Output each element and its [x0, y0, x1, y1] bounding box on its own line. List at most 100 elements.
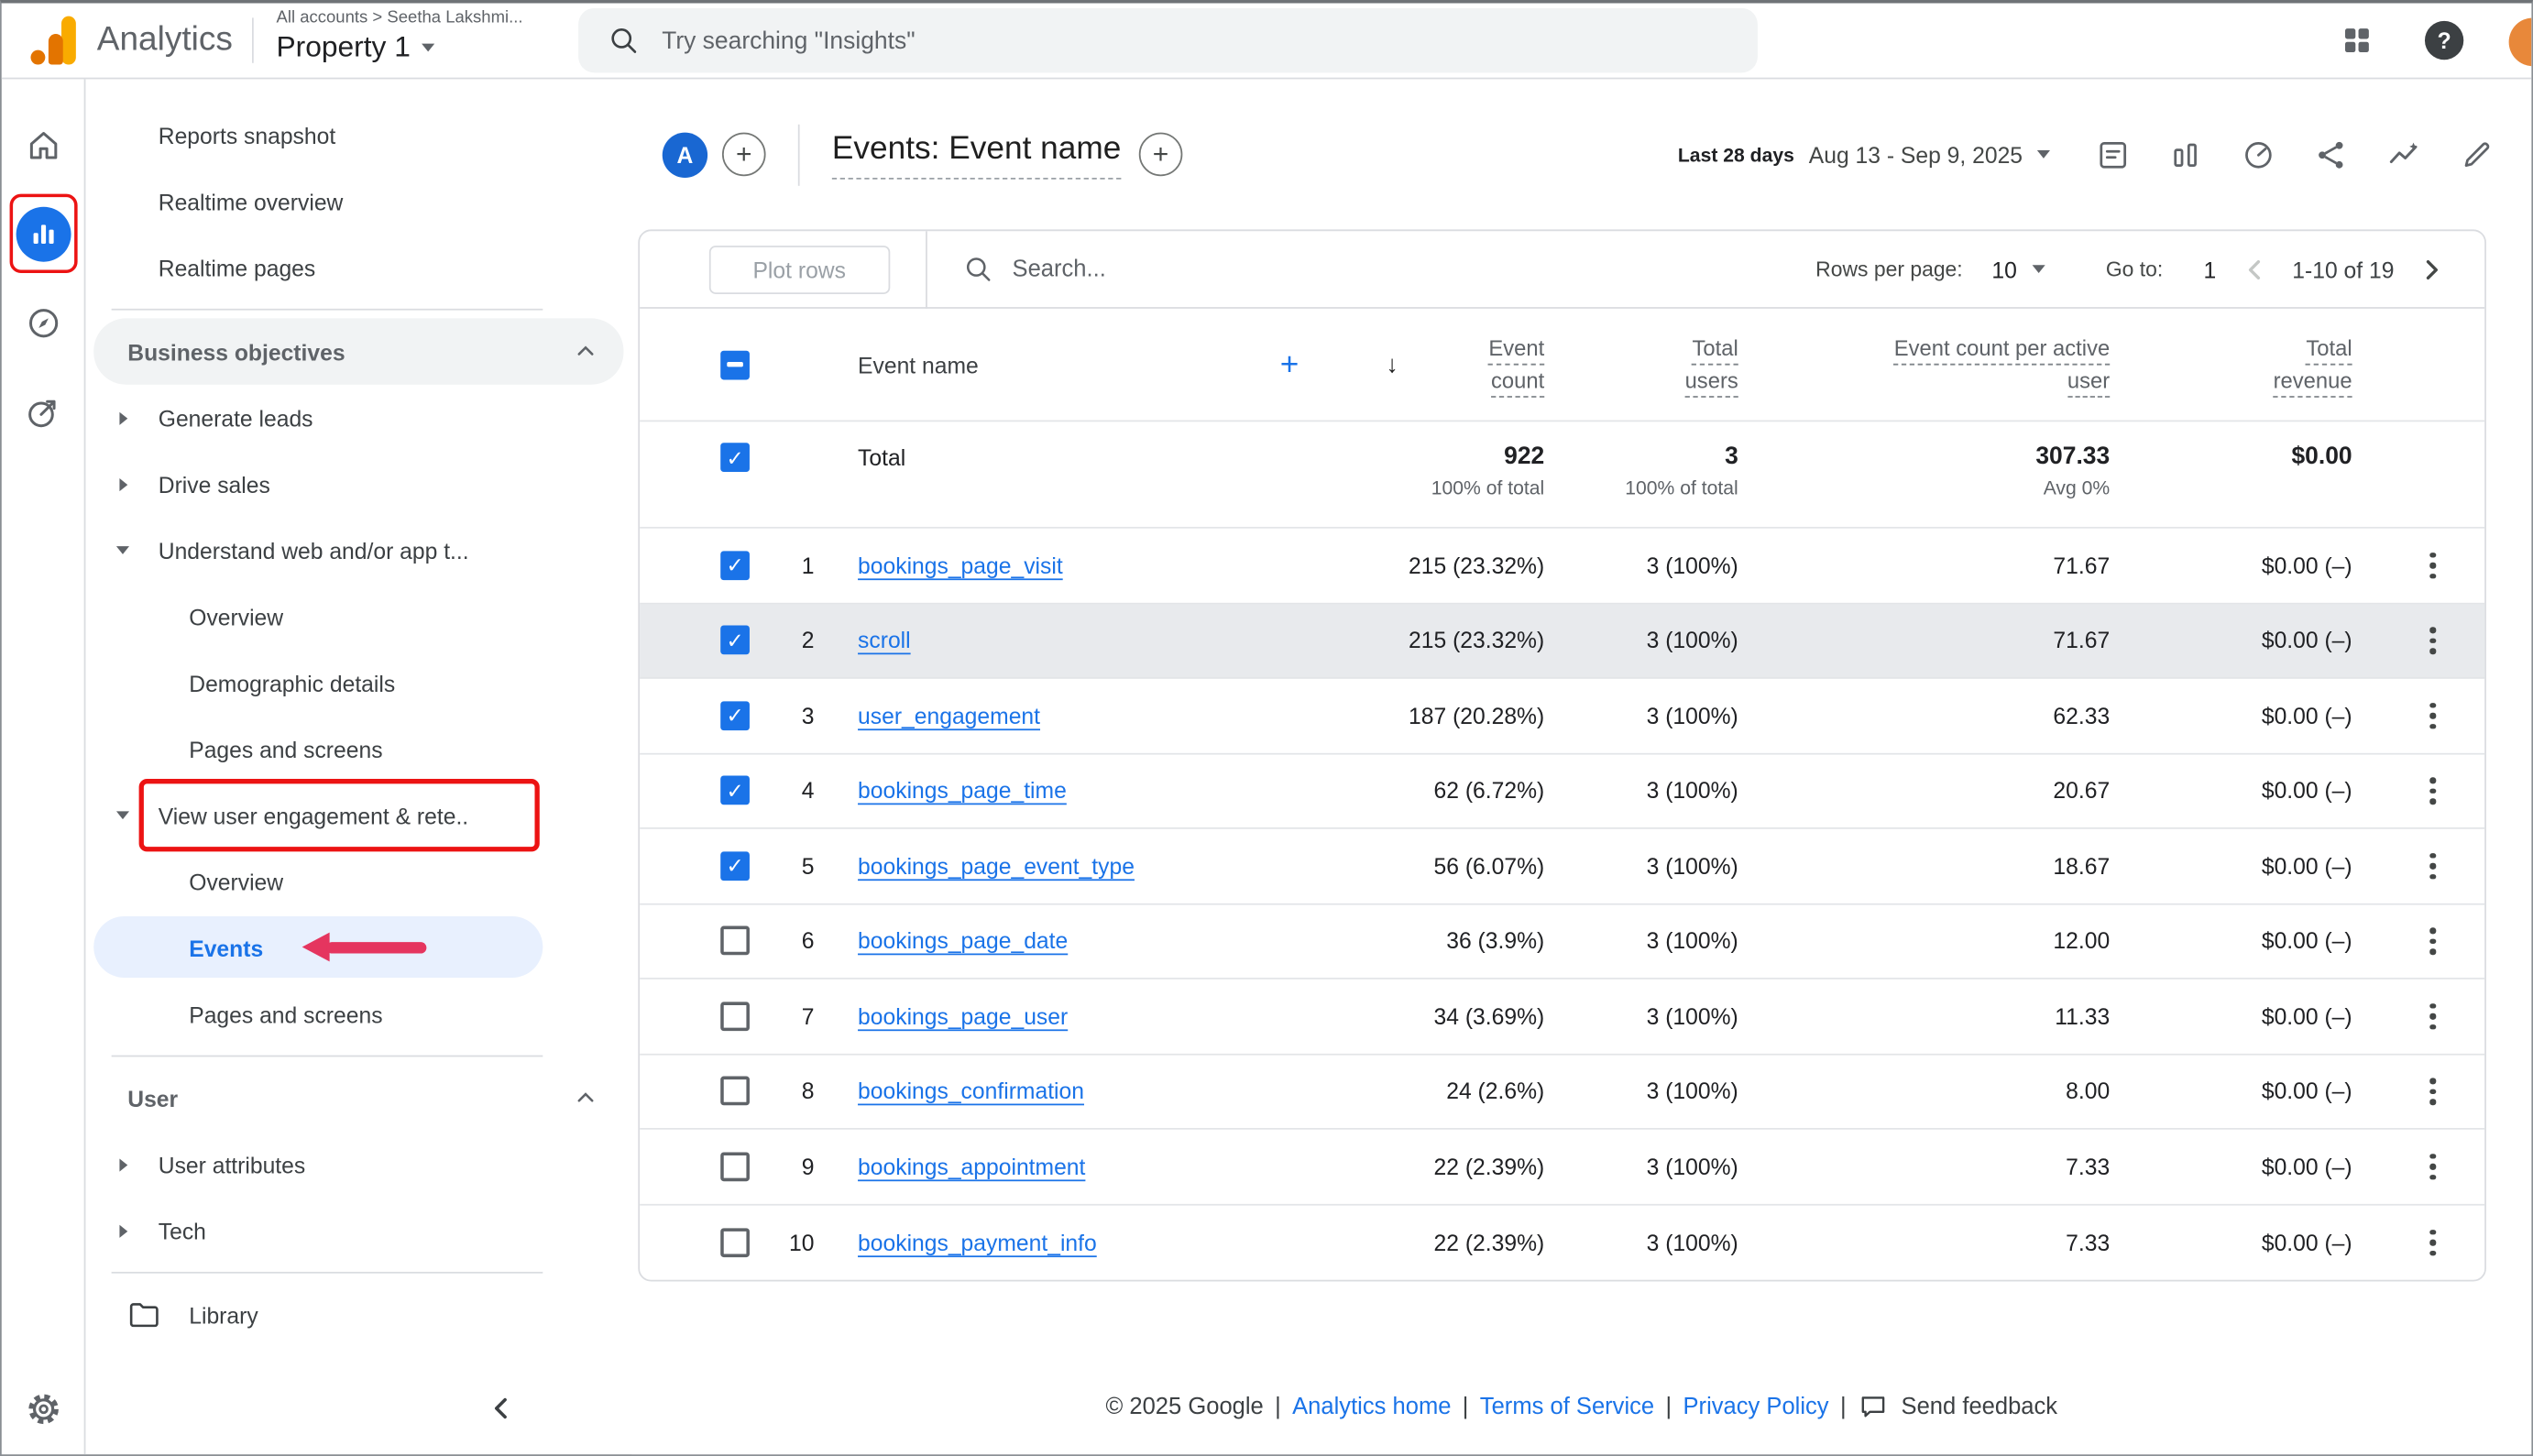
- select-all-checkbox[interactable]: [720, 350, 750, 379]
- admin-settings-button[interactable]: [2, 1390, 86, 1429]
- event-name-link[interactable]: bookings_payment_info: [858, 1230, 1097, 1255]
- footer-link-analytics-home[interactable]: Analytics home: [1292, 1394, 1451, 1419]
- table-row[interactable]: 1 bookings_page_visit 215 (23.32%) 3 (10…: [640, 529, 2484, 604]
- event-name-link[interactable]: bookings_page_visit: [858, 553, 1063, 578]
- table-search-input[interactable]: [1013, 257, 1368, 282]
- total-row-checkbox[interactable]: [720, 443, 750, 472]
- row-menu-kebab[interactable]: [2424, 545, 2442, 585]
- row-checkbox[interactable]: [720, 851, 750, 881]
- global-search[interactable]: [577, 8, 1757, 73]
- add-dimension-button[interactable]: +: [1139, 133, 1183, 177]
- sidebar-item-realtime-overview[interactable]: Realtime overview: [85, 168, 631, 234]
- rows-per-page-value[interactable]: 10: [1991, 257, 2016, 282]
- table-row[interactable]: 3 user_engagement 187 (20.28%) 3 (100%) …: [640, 679, 2484, 754]
- footer-link-privacy-policy[interactable]: Privacy Policy: [1683, 1394, 1829, 1419]
- event-name-link[interactable]: bookings_confirmation: [858, 1078, 1084, 1104]
- sidebar-item-realtime-pages[interactable]: Realtime pages: [85, 235, 631, 301]
- home-nav-button[interactable]: [14, 116, 71, 174]
- row-menu-kebab[interactable]: [2424, 1071, 2442, 1111]
- event-name-link[interactable]: user_engagement: [858, 703, 1040, 728]
- report-collection-badge[interactable]: A: [663, 132, 707, 177]
- table-row[interactable]: 5 bookings_page_event_type 56 (6.07%) 3 …: [640, 829, 2484, 904]
- row-checkbox[interactable]: [720, 1077, 750, 1106]
- help-button[interactable]: ?: [2425, 21, 2463, 60]
- sidebar-item-engagement-overview[interactable]: Overview: [85, 848, 631, 914]
- send-feedback-button[interactable]: Send feedback: [1858, 1391, 2057, 1422]
- sidebar-item-understand-web-app[interactable]: Understand web and/or app t...: [85, 517, 631, 583]
- column-header-event-count-per-user[interactable]: Event count per active user: [1768, 309, 2139, 421]
- collapse-sidebar-button[interactable]: [478, 1385, 523, 1429]
- column-header-total-revenue[interactable]: Total revenue: [2139, 309, 2381, 421]
- sidebar-item-drive-sales[interactable]: Drive sales: [85, 451, 631, 517]
- row-checkbox[interactable]: [720, 926, 750, 956]
- sidebar-item-generate-leads[interactable]: Generate leads: [85, 385, 631, 451]
- add-comparison-button[interactable]: [2154, 122, 2219, 187]
- row-checkbox[interactable]: [720, 1152, 750, 1181]
- row-checkbox[interactable]: [720, 1228, 750, 1257]
- event-name-link[interactable]: bookings_appointment: [858, 1154, 1085, 1179]
- table-row[interactable]: 2 scroll 215 (23.32%) 3 (100%) 71.67 $0.…: [640, 604, 2484, 679]
- row-menu-kebab[interactable]: [2424, 1146, 2442, 1186]
- sidebar-item-events-selected[interactable]: Events: [85, 914, 631, 980]
- row-menu-kebab[interactable]: [2424, 695, 2442, 735]
- edit-report-button[interactable]: [2444, 122, 2509, 187]
- sidebar-item-tech[interactable]: Tech: [85, 1198, 631, 1264]
- sidebar-item-view-user-engagement[interactable]: View user engagement & rete..: [85, 783, 631, 848]
- share-button[interactable]: [2298, 122, 2363, 187]
- row-menu-kebab[interactable]: [2424, 921, 2442, 960]
- previous-page-button[interactable]: [2231, 245, 2279, 293]
- chevron-down-icon[interactable]: [2032, 265, 2045, 273]
- goto-page-input[interactable]: [2188, 257, 2231, 282]
- advertising-nav-button[interactable]: [14, 383, 71, 441]
- row-menu-kebab[interactable]: [2424, 620, 2442, 660]
- event-name-link[interactable]: bookings_page_event_type: [858, 853, 1135, 879]
- event-name-link[interactable]: bookings_page_user: [858, 1003, 1068, 1029]
- row-checkbox[interactable]: [720, 701, 750, 730]
- table-row[interactable]: 10 bookings_payment_info 22 (2.39%) 3 (1…: [640, 1205, 2484, 1280]
- table-row[interactable]: 7 bookings_page_user 34 (3.69%) 3 (100%)…: [640, 980, 2484, 1055]
- row-checkbox[interactable]: [720, 551, 750, 580]
- row-menu-kebab[interactable]: [2424, 1222, 2442, 1262]
- column-header-total-users[interactable]: Total users: [1574, 309, 1768, 421]
- insights-sparkline-button[interactable]: [2372, 122, 2437, 187]
- section-header-business-objectives[interactable]: Business objectives: [93, 318, 623, 384]
- row-checkbox[interactable]: [720, 776, 750, 805]
- table-row[interactable]: 4 bookings_page_time 62 (6.72%) 3 (100%)…: [640, 754, 2484, 829]
- row-menu-kebab[interactable]: [2424, 771, 2442, 810]
- event-name-link[interactable]: bookings_page_time: [858, 778, 1067, 804]
- event-name-link[interactable]: scroll: [858, 628, 911, 653]
- row-menu-kebab[interactable]: [2424, 846, 2442, 885]
- sidebar-item-overview[interactable]: Overview: [85, 584, 631, 650]
- table-row[interactable]: 9 bookings_appointment 22 (2.39%) 3 (100…: [640, 1130, 2484, 1205]
- table-row[interactable]: 6 bookings_page_date 36 (3.9%) 3 (100%) …: [640, 904, 2484, 980]
- add-report-button[interactable]: +: [722, 133, 766, 177]
- analytics-home-link[interactable]: Analytics: [2, 16, 233, 65]
- sidebar-item-demographic-details[interactable]: Demographic details: [85, 650, 631, 716]
- row-menu-kebab[interactable]: [2424, 996, 2442, 1035]
- google-apps-button[interactable]: [2325, 8, 2390, 73]
- reports-nav-button[interactable]: [14, 205, 71, 263]
- sidebar-item-pages-and-screens[interactable]: Pages and screens: [85, 716, 631, 782]
- sidebar-item-engagement-pages-and-screens[interactable]: Pages and screens: [85, 981, 631, 1047]
- row-checkbox[interactable]: [720, 1002, 750, 1031]
- column-header-event-name[interactable]: Event name: [858, 352, 979, 378]
- table-search[interactable]: [962, 254, 1367, 285]
- insights-gauge-button[interactable]: [2226, 122, 2291, 187]
- column-header-event-count[interactable]: ↓ Event count: [1315, 309, 1574, 421]
- sidebar-item-library[interactable]: Library: [85, 1282, 631, 1348]
- sort-descending-icon[interactable]: ↓: [1386, 351, 1398, 378]
- table-row[interactable]: 8 bookings_confirmation 24 (2.6%) 3 (100…: [640, 1055, 2484, 1130]
- property-selector[interactable]: All accounts > Seetha Lakshmi... Propert…: [276, 17, 522, 64]
- row-checkbox[interactable]: [720, 626, 750, 655]
- page-title[interactable]: Events: Event name: [832, 130, 1122, 179]
- global-search-input[interactable]: [662, 27, 1631, 54]
- event-name-link[interactable]: bookings_page_date: [858, 928, 1068, 954]
- explore-nav-button[interactable]: [14, 294, 71, 352]
- sidebar-item-user-attributes[interactable]: User attributes: [85, 1132, 631, 1198]
- next-page-button[interactable]: [2407, 245, 2456, 293]
- date-range-selector[interactable]: Aug 13 - Sep 9, 2025: [1809, 141, 2023, 167]
- add-note-button[interactable]: [2080, 122, 2145, 187]
- sidebar-item-reports-snapshot[interactable]: Reports snapshot: [85, 102, 631, 168]
- add-secondary-dimension-button[interactable]: +: [1280, 348, 1299, 380]
- footer-link-terms-of-service[interactable]: Terms of Service: [1480, 1394, 1654, 1419]
